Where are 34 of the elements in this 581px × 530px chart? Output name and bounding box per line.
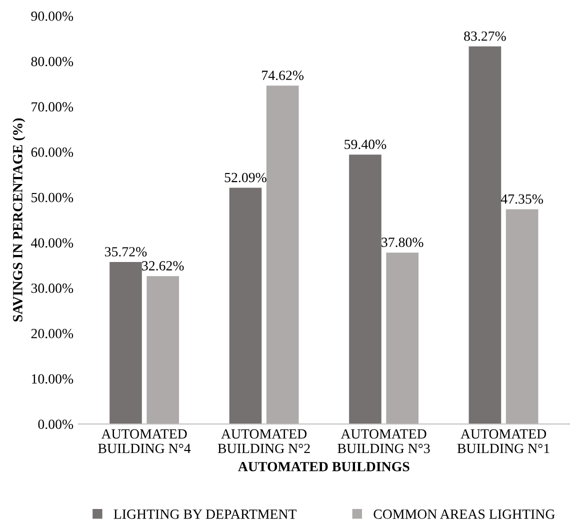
- data-label: 35.72%: [104, 247, 147, 256]
- data-label: 59.40%: [344, 140, 386, 150]
- data-label: 74.62%: [262, 70, 304, 80]
- data-label: 83.27%: [464, 31, 506, 41]
- x-tick-label: AUTOMATED BUILDING N°1: [457, 429, 550, 454]
- x-tick-label: AUTOMATED BUILDING N°3: [338, 429, 430, 454]
- bar: [229, 188, 262, 424]
- bar: [468, 46, 502, 424]
- data-label: 52.09%: [224, 172, 266, 182]
- bar: [110, 262, 142, 424]
- y-axis-title: SAVINGS IN PERCENTAGE (%): [12, 118, 26, 322]
- y-tick-label: 40.00%: [31, 238, 74, 248]
- y-tick-label: 90.00%: [31, 11, 74, 21]
- y-tick-label: 70.00%: [32, 102, 74, 112]
- y-tick-label: 80.00%: [31, 56, 74, 66]
- data-label: 47.35%: [500, 194, 544, 204]
- y-tick-label: 50.00%: [32, 192, 74, 202]
- x-tick-label: AUTOMATED BUILDING N°2: [218, 429, 310, 454]
- data-label: 32.62%: [142, 261, 184, 271]
- y-tick-label: 60.00%: [31, 148, 74, 157]
- bar: [146, 276, 180, 424]
- y-tick-label: 0.00%: [38, 420, 74, 430]
- y-tick-label: 20.00%: [31, 328, 74, 338]
- y-tick-label: 10.00%: [32, 374, 74, 384]
- x-tick-label: AUTOMATED BUILDING N°4: [98, 429, 191, 454]
- legend-label: LIGHTING BY DEPARTMENT: [114, 510, 297, 519]
- legend-label: COMMON AREAS LIGHTING: [374, 510, 555, 519]
- bar: [349, 154, 382, 424]
- data-label: 37.80%: [382, 238, 424, 248]
- x-axis-title: AUTOMATED BUILDINGS: [238, 462, 410, 472]
- y-tick-label: 30.00%: [31, 284, 74, 293]
- bar: [506, 209, 538, 424]
- bar: [386, 252, 419, 424]
- bar: [266, 86, 299, 424]
